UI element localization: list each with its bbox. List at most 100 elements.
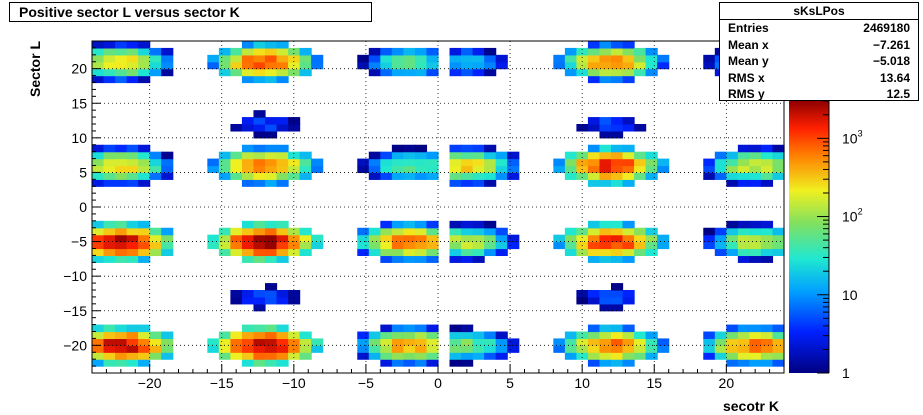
heatmap-cell [391, 61, 404, 70]
heatmap-cell [368, 54, 381, 63]
heatmap-cell [449, 144, 462, 153]
heatmap-cell [265, 68, 278, 77]
heatmap-cell [218, 248, 231, 257]
heatmap-cell [449, 158, 462, 167]
y-tick-label: 20 [71, 61, 87, 77]
heatmap-cell [103, 172, 116, 180]
x-tick-label: 20 [719, 375, 735, 391]
heatmap-cell [357, 54, 370, 63]
heatmap-cell [587, 352, 601, 360]
stats-histogram-name: sKsLPos [720, 3, 918, 20]
heatmap-cell [737, 179, 750, 187]
heatmap-cell [276, 117, 289, 125]
heatmap-cell [391, 54, 404, 63]
heatmap-cell [611, 61, 624, 70]
heatmap-cell [495, 241, 508, 250]
heatmap-cell [241, 165, 255, 174]
heatmap-cell [403, 234, 416, 243]
y-tick-label: −5 [71, 234, 87, 250]
heatmap-cell [426, 151, 439, 160]
heatmap-cell [599, 296, 612, 305]
heatmap-cell [138, 359, 151, 367]
heatmap-cell [495, 61, 508, 70]
heatmap-cell [461, 220, 474, 229]
heatmap-cell [772, 172, 785, 180]
heatmap-cell [357, 165, 370, 174]
heatmap-cell [414, 338, 428, 346]
heatmap-cell [218, 151, 231, 160]
heatmap-cell [599, 54, 612, 63]
heatmap-cell [253, 68, 266, 77]
heatmap-cell [461, 352, 474, 360]
heatmap-cell [311, 54, 324, 63]
heatmap-cell [760, 144, 774, 153]
heatmap-cell [265, 345, 278, 353]
heatmap-cell [449, 220, 462, 229]
heatmap-cell [449, 227, 462, 236]
heatmap-cell [218, 61, 231, 70]
heatmap-cell [599, 179, 612, 187]
heatmap-cell [599, 41, 612, 49]
heatmap-cell [426, 338, 439, 346]
heatmap-cell [380, 227, 393, 236]
heatmap-cell [138, 54, 151, 63]
heatmap-cell [599, 359, 612, 367]
heatmap-cell [760, 151, 774, 160]
heatmap-cell [737, 151, 750, 160]
heatmap-cell [564, 165, 577, 174]
heatmap-cell [760, 220, 774, 229]
heatmap-cell [714, 158, 727, 167]
heatmap-cell [230, 158, 243, 167]
heatmap-cell [611, 179, 624, 187]
heatmap-cell [115, 255, 128, 263]
heatmap-cell [611, 68, 624, 77]
heatmap-cell [611, 151, 624, 160]
heatmap-cell [253, 144, 266, 153]
heatmap-cell [265, 234, 278, 243]
heatmap-cell [403, 220, 416, 229]
heatmap-cell [299, 345, 312, 353]
heatmap-cell [657, 158, 670, 167]
heatmap-cell [265, 220, 278, 229]
heatmap-cell [288, 68, 301, 77]
heatmap-cell [587, 338, 601, 346]
heatmap-cell [587, 172, 601, 180]
heatmap-cell [611, 124, 624, 132]
heatmap-cell [576, 296, 589, 305]
heatmap-cell [611, 117, 624, 125]
heatmap-cell [553, 54, 566, 63]
heatmap-cell [115, 54, 128, 63]
heatmap-cell [587, 61, 601, 70]
heatmap-cell [391, 331, 404, 340]
heatmap-cell [587, 227, 601, 236]
heatmap-cell [92, 338, 105, 346]
heatmap-cell [253, 117, 266, 125]
heatmap-cell [484, 151, 497, 160]
heatmap-cell [507, 234, 520, 243]
y-tick-label: 15 [71, 95, 87, 111]
heatmap-cell [737, 241, 750, 250]
heatmap-cell [703, 54, 716, 63]
heatmap-cell [737, 338, 750, 346]
stats-row-mean-x: Mean x −7.261 [720, 37, 918, 54]
heatmap-cell [149, 345, 162, 353]
heatmap-cell [564, 172, 577, 180]
heatmap-cell [749, 241, 762, 250]
heatmap-cell [241, 324, 255, 333]
heatmap-cell [564, 248, 577, 257]
heatmap-cell [484, 179, 497, 187]
heatmap-cell [726, 324, 739, 333]
heatmap-cell [161, 331, 174, 340]
heatmap-cell [391, 165, 404, 174]
heatmap-cell [299, 61, 312, 70]
heatmap-cell [253, 241, 266, 250]
heatmap-cell [703, 234, 716, 243]
heatmap-cell [218, 47, 231, 56]
heatmap-cell [714, 352, 727, 360]
heatmap-cell [241, 296, 255, 305]
heatmap-cell [92, 144, 105, 153]
heatmap-cell [265, 54, 278, 63]
heatmap-cell [726, 331, 739, 340]
heatmap-cell [495, 248, 508, 257]
heatmap-cell [368, 345, 381, 353]
